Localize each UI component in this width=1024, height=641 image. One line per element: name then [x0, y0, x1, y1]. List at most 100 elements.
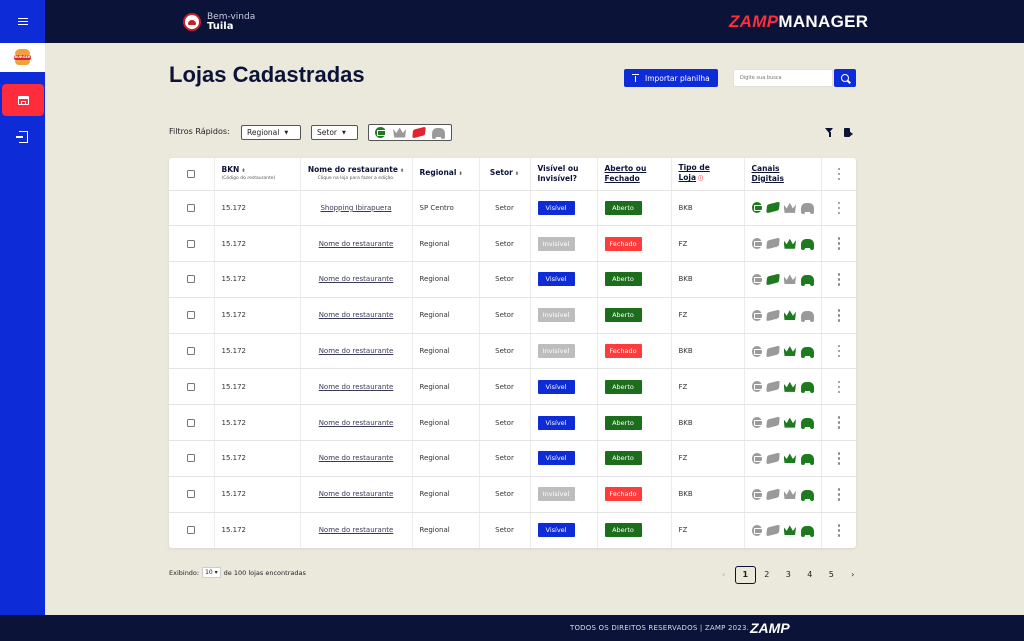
open-status-badge[interactable]: Aberto	[604, 523, 642, 538]
row-checkbox[interactable]	[187, 347, 196, 356]
open-status-badge[interactable]: Fechado	[604, 344, 642, 359]
visibility-badge[interactable]: Visível	[537, 200, 575, 215]
crown-icon[interactable]	[783, 274, 797, 285]
page-button[interactable]: 1	[734, 566, 756, 584]
visibility-badge[interactable]: Visível	[537, 523, 575, 538]
more-options-icon[interactable]	[837, 201, 840, 215]
more-options-icon[interactable]	[837, 488, 840, 501]
moto-icon[interactable]	[801, 239, 814, 251]
moto-icon[interactable]	[431, 128, 445, 139]
open-status-badge[interactable]: Aberto	[604, 451, 642, 466]
filter-icon[interactable]	[825, 128, 834, 137]
rappi-icon[interactable]	[766, 309, 780, 322]
col-regional[interactable]: Regional ⬍	[412, 158, 480, 191]
restaurant-name-link[interactable]: Nome do restaurante	[318, 311, 394, 320]
rappi-icon[interactable]	[412, 126, 426, 139]
search-input[interactable]	[733, 69, 833, 87]
select-all-checkbox[interactable]	[187, 169, 196, 178]
more-options-icon[interactable]	[837, 309, 840, 322]
table-row[interactable]: 15.172 Nome do restaurante Regional Setor Vi…	[169, 404, 856, 442]
restaurant-name-link[interactable]: Shopping Ibirapuera	[320, 203, 392, 212]
crown-icon[interactable]	[783, 310, 797, 321]
ifood-icon[interactable]	[751, 452, 763, 464]
row-checkbox[interactable]	[187, 382, 196, 391]
prev-page-button[interactable]: ‹	[722, 570, 726, 579]
crown-icon[interactable]	[783, 417, 797, 428]
restaurant-name-link[interactable]: Nome do restaurante	[318, 454, 394, 463]
import-spreadsheet-button[interactable]: Importar planilha	[624, 69, 718, 87]
col-setor[interactable]: Setor ⬍	[479, 158, 531, 191]
page-button[interactable]: 3	[785, 570, 791, 579]
ifood-icon[interactable]	[751, 488, 763, 500]
ifood-icon[interactable]	[751, 381, 763, 393]
table-row[interactable]: 15.172 Nome do restaurante Regional Setor Vi…	[169, 368, 856, 406]
visibility-badge[interactable]: Invisível	[537, 344, 575, 359]
rappi-icon[interactable]	[766, 381, 780, 393]
ifood-icon[interactable]	[751, 417, 763, 429]
rappi-icon[interactable]	[766, 345, 780, 357]
rappi-icon[interactable]	[766, 237, 780, 250]
ifood-icon[interactable]	[751, 524, 763, 536]
restaurant-name-link[interactable]: Nome do restaurante	[318, 418, 394, 427]
col-bkn[interactable]: BKN ⬍ (Código do restaurante)	[214, 158, 301, 191]
rappi-icon[interactable]	[766, 202, 780, 214]
table-row[interactable]: 15.172 Shopping Ibirapuera SP Centro Setor V…	[169, 190, 856, 227]
moto-icon[interactable]	[801, 346, 814, 358]
open-status-badge[interactable]: Aberto	[604, 272, 642, 287]
col-actions[interactable]	[821, 158, 856, 191]
row-checkbox[interactable]	[187, 203, 196, 212]
setor-filter-select[interactable]: Setor ▼	[311, 125, 358, 140]
open-status-badge[interactable]: Aberto	[604, 200, 642, 215]
crown-icon[interactable]	[783, 489, 797, 500]
ifood-icon[interactable]	[751, 238, 763, 250]
row-checkbox[interactable]	[187, 454, 196, 463]
visibility-badge[interactable]: Visível	[537, 379, 575, 394]
open-status-badge[interactable]: Fechado	[604, 487, 642, 502]
col-canais[interactable]: Canais Digitais	[744, 158, 822, 191]
ifood-icon[interactable]	[751, 309, 763, 321]
restaurant-name-link[interactable]: Nome do restaurante	[318, 347, 394, 356]
table-row[interactable]: 15.172 Nome do restaurante Regional Setor In…	[169, 476, 856, 513]
moto-icon[interactable]	[801, 453, 814, 465]
moto-icon[interactable]	[801, 525, 814, 537]
ifood-icon[interactable]	[751, 273, 763, 285]
avatar[interactable]	[183, 13, 201, 31]
visibility-badge[interactable]: Visível	[537, 272, 575, 287]
row-checkbox[interactable]	[187, 526, 196, 535]
rappi-icon[interactable]	[766, 416, 780, 429]
more-options-icon[interactable]	[837, 237, 840, 250]
burger-king-logo[interactable]: BURGER KING	[0, 43, 45, 72]
table-row[interactable]: 15.172 Nome do restaurante Regional Setor In…	[169, 333, 856, 370]
visibility-badge[interactable]: Visível	[537, 415, 575, 430]
restaurant-name-link[interactable]: Nome do restaurante	[318, 275, 394, 284]
next-page-button[interactable]: ›	[851, 570, 855, 579]
row-checkbox[interactable]	[187, 418, 196, 427]
visibility-badge[interactable]: Visível	[537, 451, 575, 466]
restaurant-name-link[interactable]: Nome do restaurante	[318, 239, 394, 248]
ifood-icon[interactable]	[751, 202, 763, 214]
restaurant-name-link[interactable]: Nome do restaurante	[318, 490, 394, 499]
table-row[interactable]: 15.172 Nome do restaurante Regional Setor In…	[169, 297, 856, 334]
more-options-icon[interactable]	[837, 452, 840, 465]
ifood-icon[interactable]	[375, 127, 387, 138]
visibility-badge[interactable]: Invisível	[537, 308, 575, 323]
row-checkbox[interactable]	[187, 311, 196, 320]
export-table-icon[interactable]	[844, 128, 853, 137]
crown-icon[interactable]	[783, 346, 797, 357]
table-row[interactable]: 15.172 Nome do restaurante Regional Setor Vi…	[169, 261, 856, 298]
restaurant-name-link[interactable]: Nome do restaurante	[318, 382, 394, 391]
sidebar-item-lojas[interactable]	[2, 84, 44, 116]
table-row[interactable]: 15.172 Nome do restaurante Regional Setor Vi…	[169, 512, 856, 548]
moto-icon[interactable]	[801, 489, 814, 501]
moto-icon[interactable]	[801, 310, 814, 322]
table-row[interactable]: 15.172 Nome do restaurante Regional Setor In…	[169, 225, 856, 263]
search-button[interactable]	[834, 69, 856, 87]
open-status-badge[interactable]: Aberto	[604, 308, 642, 323]
crown-icon[interactable]	[783, 202, 797, 213]
row-checkbox[interactable]	[187, 490, 196, 499]
per-page-select[interactable]: 10 ▾	[202, 567, 221, 578]
open-status-badge[interactable]: Aberto	[604, 415, 642, 430]
col-visivel[interactable]: Visível ou Invisível?	[530, 158, 598, 191]
visibility-badge[interactable]: Invisível	[537, 487, 575, 502]
menu-toggle-button[interactable]	[0, 0, 45, 43]
